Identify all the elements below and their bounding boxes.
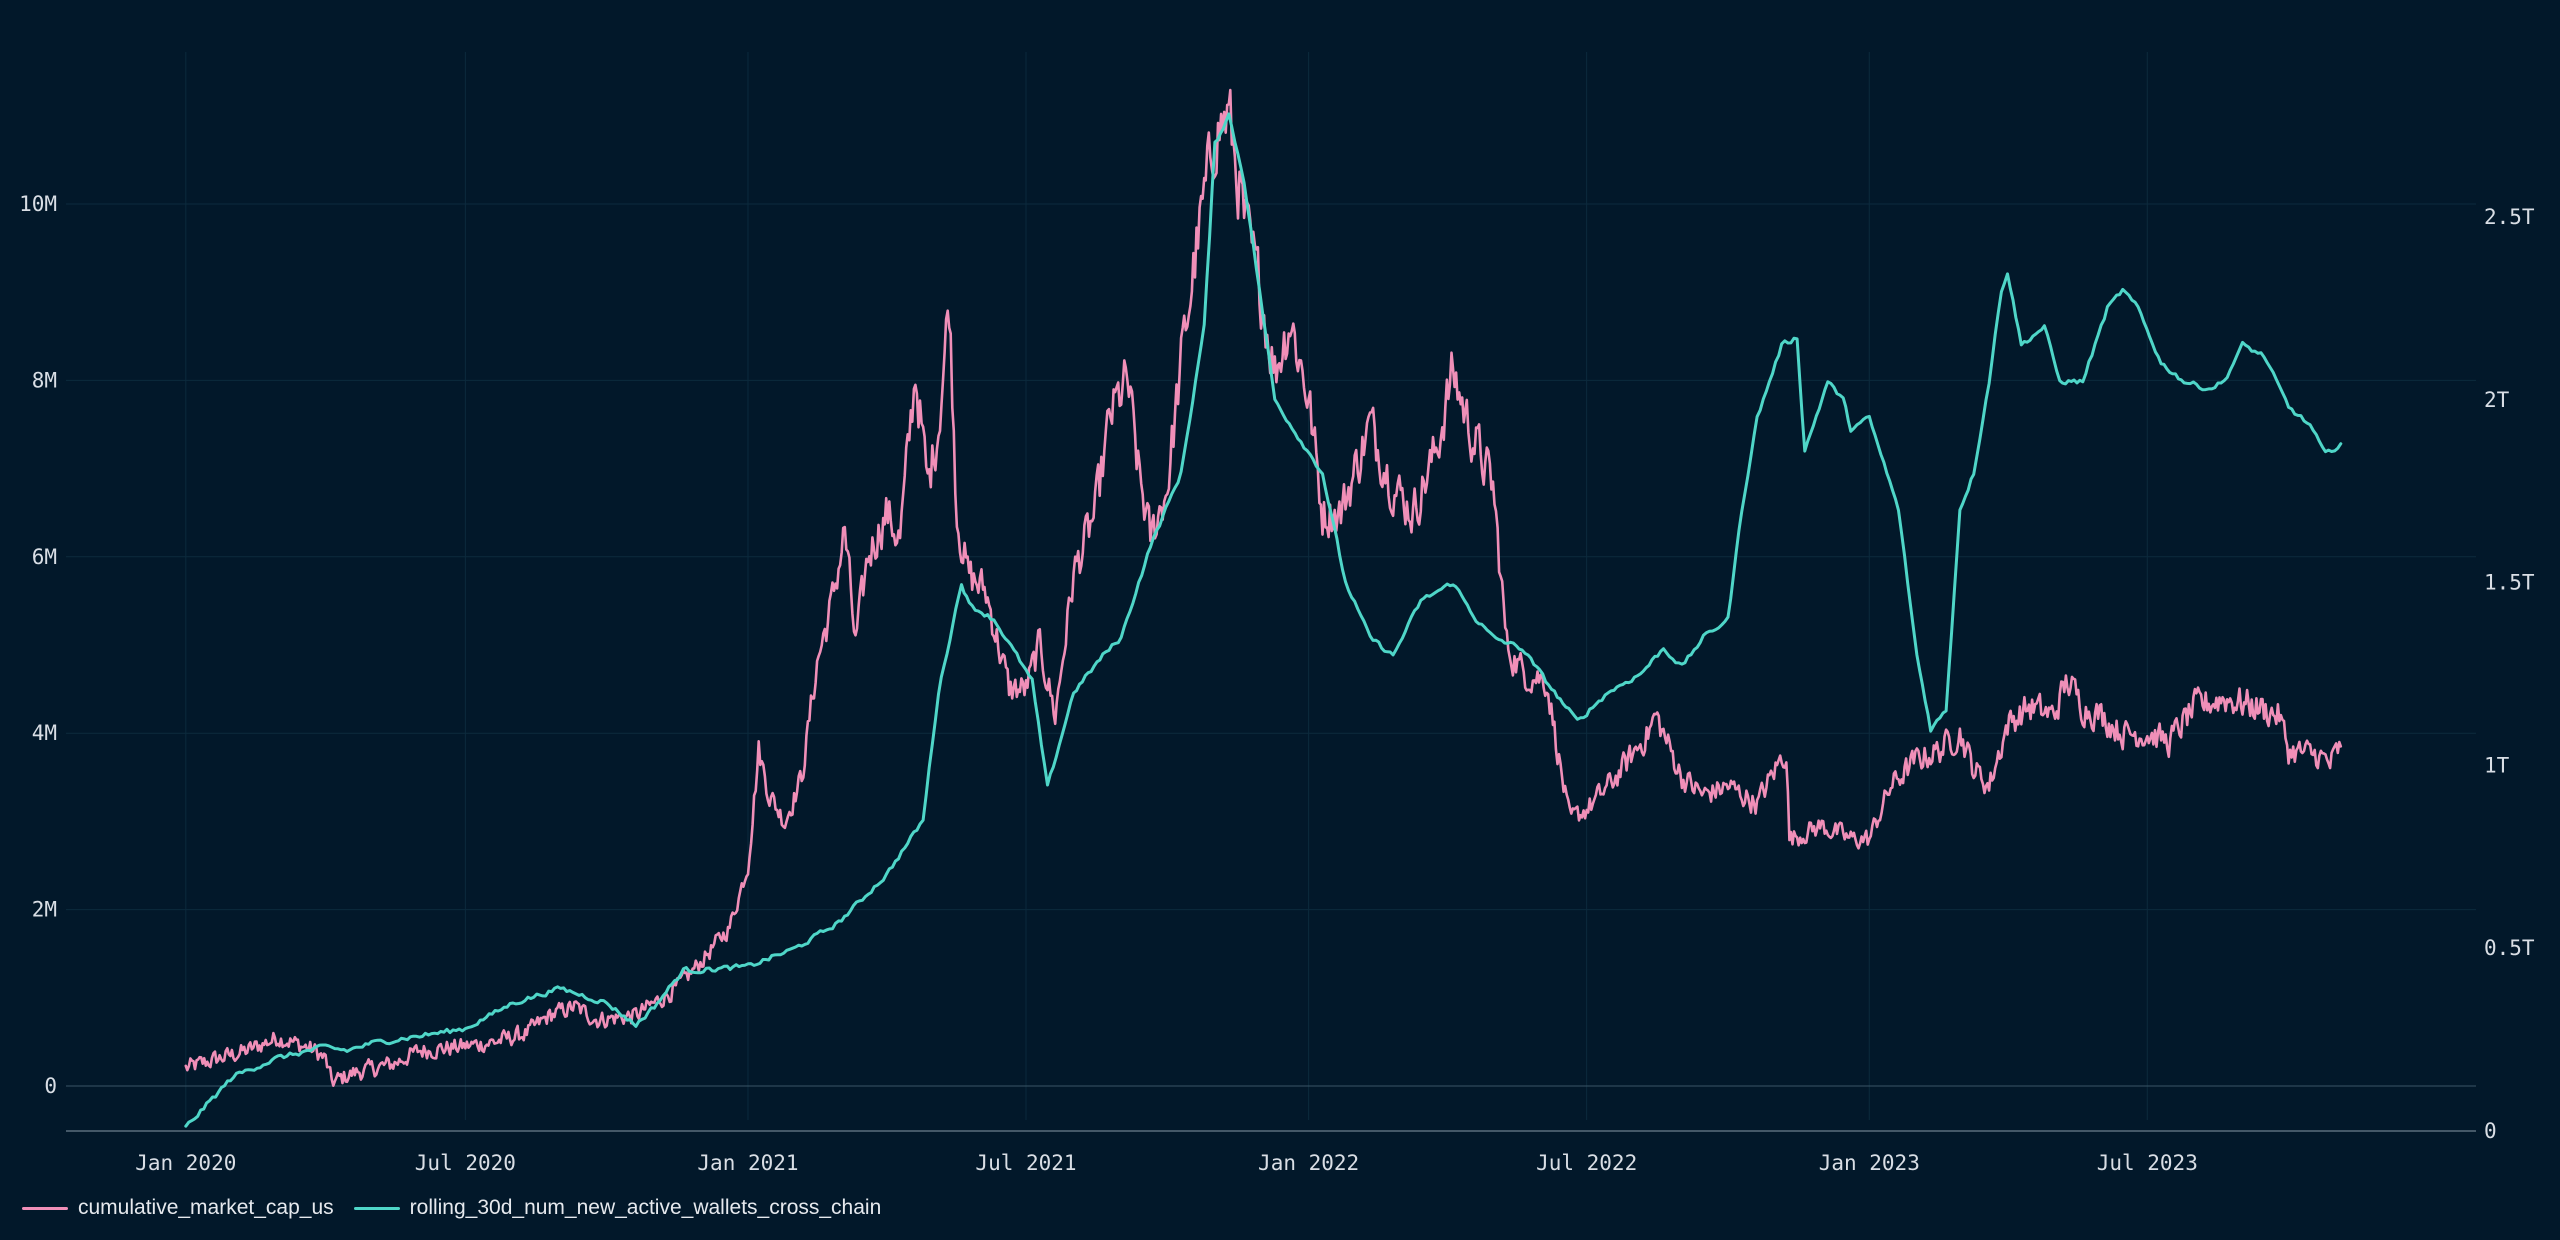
x-tick-label-6: Jan 2023	[1819, 1151, 1920, 1175]
y-left-tick-label-1: 2M	[32, 898, 57, 922]
x-tick-label-2: Jan 2021	[697, 1151, 798, 1175]
y-right-tick-label-0: 0	[2484, 1119, 2497, 1143]
legend-item-market-cap[interactable]: cumulative_market_cap_us	[22, 1196, 334, 1220]
x-tick-label-0: Jan 2020	[135, 1151, 236, 1175]
legend-swatch-teal	[353, 1206, 400, 1210]
series-line-new-wallets[interactable]	[184, 112, 2343, 1128]
legend: cumulative_market_cap_us rolling_30d_num…	[22, 1192, 881, 1224]
y-right-tick-label-2: 1T	[2484, 753, 2510, 777]
y-left-tick-label-5: 10M	[19, 192, 57, 216]
series-line-market-cap[interactable]	[184, 88, 2343, 1087]
x-tick-label-3: Jul 2021	[975, 1151, 1076, 1175]
x-tick-label-5: Jul 2022	[1536, 1151, 1637, 1175]
y-right-tick-label-5: 2.5T	[2484, 205, 2535, 229]
y-right-tick-label-4: 2T	[2484, 388, 2510, 412]
series-lines	[184, 88, 2343, 1128]
y-left-tick-label-3: 6M	[32, 545, 57, 569]
y-left-tick-label-4: 8M	[32, 368, 57, 392]
x-tick-label-1: Jul 2020	[415, 1151, 516, 1175]
legend-swatch-pink	[22, 1206, 68, 1210]
x-tick-label-7: Jul 2023	[2097, 1151, 2198, 1175]
grid-lines	[66, 52, 2476, 1120]
tick-labels: Jan 2020 Jul 2020 Jan 2021 Jul 2021 Jan 2022…	[19, 192, 2535, 1175]
x-tick-label-4: Jan 2022	[1258, 1151, 1359, 1175]
y-left-tick-label-2: 4M	[32, 721, 57, 745]
y-left-tick-label-0: 0	[44, 1074, 57, 1098]
legend-label-new-wallets: rolling_30d_num_new_active_wallets_cross…	[409, 1196, 882, 1219]
legend-label-market-cap: cumulative_market_cap_us	[78, 1196, 334, 1219]
y-right-tick-label-3: 1.5T	[2484, 571, 2535, 595]
legend-item-new-wallets[interactable]: rolling_30d_num_new_active_wallets_cross…	[353, 1196, 882, 1220]
y-right-tick-label-1: 0.5T	[2484, 936, 2535, 960]
